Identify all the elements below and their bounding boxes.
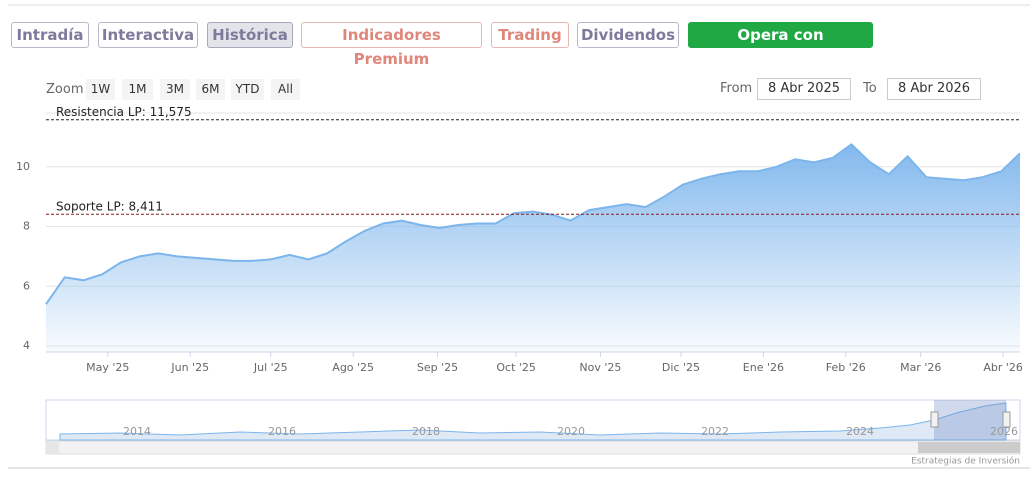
- navigator-year: 2016: [268, 425, 296, 438]
- x-tick-label: Oct '25: [496, 361, 536, 374]
- tab[interactable]: Intradía: [11, 22, 89, 48]
- zoom-button[interactable]: 1W: [86, 79, 115, 100]
- navigator-year: 2020: [557, 425, 585, 438]
- tab[interactable]: Interactiva: [98, 22, 198, 48]
- x-tick-label: Dic '25: [662, 361, 700, 374]
- scrollbar-thumb[interactable]: [918, 442, 1020, 453]
- to-input[interactable]: 8 Abr 2026: [887, 78, 981, 100]
- navigator-selection[interactable]: [934, 400, 1006, 440]
- navigator-year: 2026: [990, 425, 1018, 438]
- level-label: Soporte LP: 8,411: [56, 200, 163, 214]
- tab[interactable]: Dividendos: [577, 22, 679, 48]
- navigator-handle[interactable]: [930, 411, 939, 428]
- area: [46, 144, 1020, 352]
- x-tick-label: Ene '26: [743, 361, 784, 374]
- x-tick-label: Feb '26: [826, 361, 866, 374]
- tab[interactable]: Histórica: [207, 22, 293, 48]
- navigator-year: 2022: [701, 425, 729, 438]
- level-label: Resistencia LP: 11,575: [56, 105, 192, 119]
- x-tick-label: Mar '26: [900, 361, 941, 374]
- from-input[interactable]: 8 Abr 2025: [757, 78, 851, 100]
- y-tick-label: 6: [23, 279, 30, 292]
- tab[interactable]: Indicadores Premium: [301, 22, 482, 68]
- x-tick-label: May '25: [86, 361, 129, 374]
- x-tick-label: Jun '25: [170, 361, 209, 374]
- navigator-series: [59, 402, 1007, 441]
- x-tick-label: Jul '25: [253, 361, 288, 374]
- zoom-label: Zoom: [46, 82, 84, 97]
- x-tick-label: Nov '25: [579, 361, 621, 374]
- navigator-year: 2024: [846, 425, 874, 438]
- zoom-button[interactable]: 1M: [122, 79, 153, 100]
- x-tick-label: Sep '25: [417, 361, 458, 374]
- navigator-year: 2014: [123, 425, 151, 438]
- scrollbar: [45, 440, 1021, 455]
- x-tick-label: Ago '25: [332, 361, 374, 374]
- tab[interactable]: Trading: [491, 22, 569, 48]
- zoom-button[interactable]: All: [271, 79, 300, 100]
- to-label: To: [863, 81, 877, 96]
- zoom-button[interactable]: YTD: [231, 79, 264, 100]
- from-label: From: [720, 81, 753, 96]
- x-tick-label: Abr '26: [983, 361, 1023, 374]
- scroll-left[interactable]: [46, 441, 59, 454]
- navigator-year: 2018: [412, 425, 440, 438]
- tab[interactable]: Opera con Freedom24: [688, 22, 873, 68]
- line: [45, 143, 1021, 305]
- credits: Estrategias de Inversión: [911, 456, 1020, 467]
- y-tick-label: 4: [23, 339, 30, 352]
- navigator-handle[interactable]: [1002, 411, 1011, 428]
- y-tick-label: 10: [16, 160, 30, 173]
- zoom-button[interactable]: 6M: [196, 79, 225, 100]
- zoom-button[interactable]: 3M: [160, 79, 190, 100]
- y-tick-label: 8: [23, 220, 30, 233]
